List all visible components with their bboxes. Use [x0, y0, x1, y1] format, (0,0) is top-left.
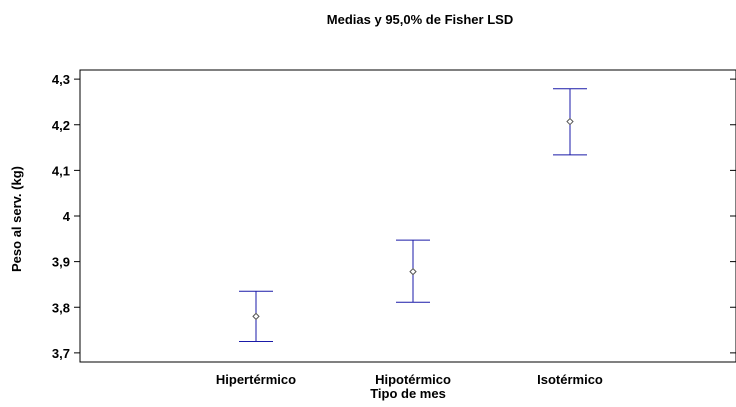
y-tick-label: 3,8 — [52, 300, 70, 315]
x-tick-label: Hipertérmico — [216, 372, 296, 387]
y-tick-label: 4,3 — [52, 72, 70, 87]
y-axis-ticks: 3,7 3,8 3,9 4 4,1 4,2 4,3 — [52, 72, 736, 361]
y-tick-label: 3,9 — [52, 255, 70, 270]
x-tick-label: Isotérmico — [537, 372, 603, 387]
x-axis-ticks: Hipertérmico Hipotérmico Isotérmico — [216, 372, 603, 387]
y-axis-label: Peso al serv. (kg) — [9, 166, 24, 272]
x-tick-label: Hipotérmico — [375, 372, 451, 387]
x-axis-label: Tipo de mes — [370, 386, 446, 401]
y-tick-label: 4 — [63, 209, 71, 224]
y-tick-label: 3,7 — [52, 346, 70, 361]
mean-marker — [409, 267, 417, 276]
y-tick-label: 4,2 — [52, 118, 70, 133]
chart-title: Medias y 95,0% de Fisher LSD — [327, 12, 513, 27]
plot-area — [79, 69, 736, 363]
mean-marker — [566, 117, 574, 126]
mean-marker — [252, 312, 260, 321]
y-tick-label: 4,1 — [52, 163, 70, 178]
error-bars — [239, 88, 587, 342]
